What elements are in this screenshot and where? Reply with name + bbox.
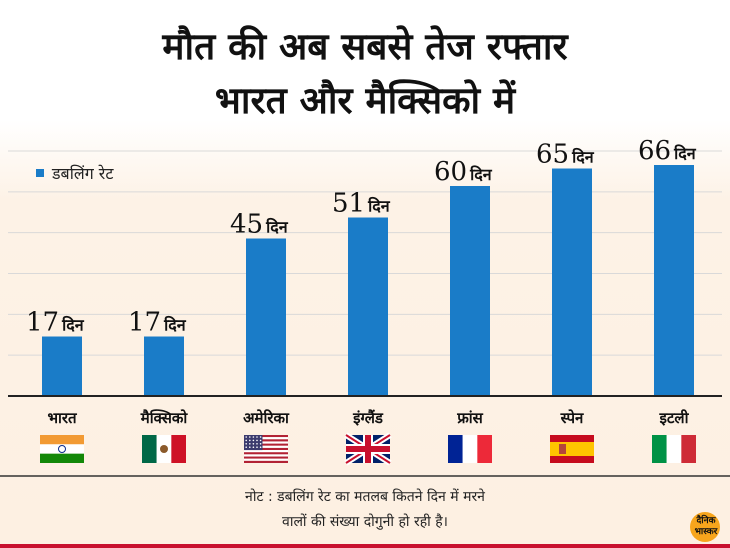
bar [144,336,184,396]
x-tick-label: अमेरिका [243,409,290,427]
x-tick-label: फ्रांस [456,409,483,427]
note-line2: वालों की संख्या दोगुनी हो रही है। [282,514,448,530]
bar [348,217,388,396]
data-label: 60 दिन [434,157,493,187]
data-label: 66 दिन [638,136,697,166]
bar [552,168,592,396]
legend: डबलिंग रेट [36,162,113,184]
bar [450,186,490,396]
x-tick-label: इंग्लैंड [352,409,384,427]
data-label: 45 दिन [230,210,289,240]
x-tick-label: मैक्सिको [140,409,189,427]
france-flag-icon [448,435,492,463]
india-flag-icon [40,435,84,463]
legend-swatch [36,169,44,177]
spain-flag-icon [550,435,594,463]
bar [42,336,82,396]
x-tick-label: स्पेन [560,409,584,427]
chart-title-line1: मौत की अब सबसे तेज रफ्तार [162,25,568,68]
italy-flag-icon [652,435,696,463]
dainik-bhaskar-logo: दैनिक भास्कर [684,512,724,544]
usa-flag-icon [244,435,288,463]
data-label: 65 दिन [536,140,595,170]
bar [246,238,286,396]
data-label: 17 दिन [128,308,187,338]
x-tick-label: भारत [47,409,78,427]
data-label: 51 दिन [332,189,391,219]
note-line1: नोट : डबलिंग रेट का मतलब कितने दिन में म… [245,489,485,505]
legend-label: डबलिंग रेट [52,164,114,183]
data-label: 17 दिन [26,308,85,338]
logo-line2: भास्कर [694,527,718,537]
uk-flag-icon [344,432,392,466]
chart-title-line2: भारत और मैक्सिको में [214,79,516,122]
bar [654,165,694,396]
x-tick-label: इटली [659,409,690,427]
mexico-flag-icon [142,435,186,463]
logo-sun-icon [690,512,720,542]
bottom-rule [0,544,730,548]
logo-line1: दैनिक [696,516,716,526]
